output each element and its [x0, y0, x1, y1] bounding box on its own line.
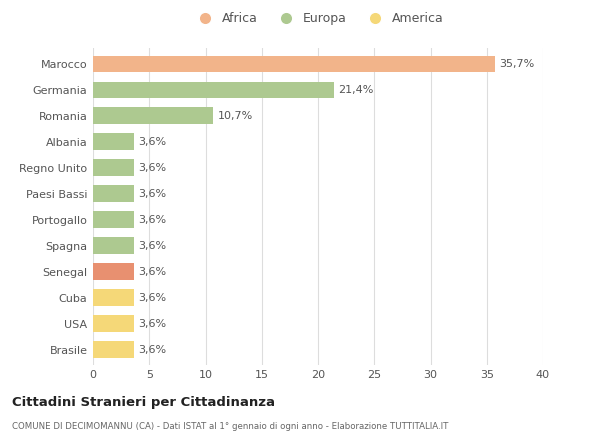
Text: 3,6%: 3,6%	[138, 163, 166, 173]
Text: 3,6%: 3,6%	[138, 345, 166, 355]
Legend: Africa, Europa, America: Africa, Europa, America	[187, 7, 449, 30]
Text: Cittadini Stranieri per Cittadinanza: Cittadini Stranieri per Cittadinanza	[12, 396, 275, 409]
Bar	[93, 315, 133, 332]
Bar	[93, 237, 133, 254]
Bar	[93, 159, 133, 176]
Bar	[93, 185, 133, 202]
Text: 3,6%: 3,6%	[138, 319, 166, 329]
Bar	[93, 133, 133, 150]
Bar	[93, 341, 133, 358]
Text: 35,7%: 35,7%	[499, 59, 535, 69]
Text: 3,6%: 3,6%	[138, 267, 166, 277]
Text: 3,6%: 3,6%	[138, 293, 166, 303]
Text: 10,7%: 10,7%	[218, 111, 253, 121]
Bar	[93, 263, 133, 280]
Bar	[93, 211, 133, 228]
Text: 3,6%: 3,6%	[138, 137, 166, 147]
Text: 21,4%: 21,4%	[338, 85, 374, 95]
Text: COMUNE DI DECIMOMANNU (CA) - Dati ISTAT al 1° gennaio di ogni anno - Elaborazion: COMUNE DI DECIMOMANNU (CA) - Dati ISTAT …	[12, 422, 448, 431]
Bar	[93, 289, 133, 306]
Text: 3,6%: 3,6%	[138, 241, 166, 251]
Bar	[93, 107, 214, 125]
Bar	[93, 55, 494, 73]
Text: 3,6%: 3,6%	[138, 215, 166, 225]
Bar	[93, 81, 334, 99]
Text: 3,6%: 3,6%	[138, 189, 166, 199]
